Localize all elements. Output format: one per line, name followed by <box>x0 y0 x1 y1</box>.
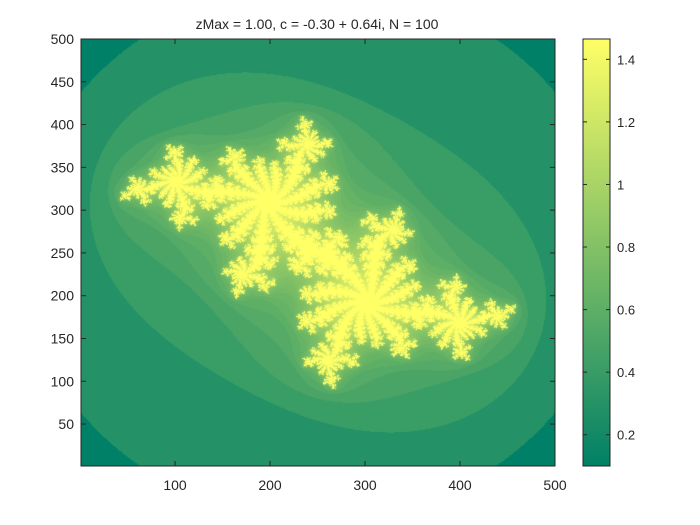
colorbar-tick-label: 0.2 <box>617 428 635 443</box>
x-tick-label: 300 <box>353 477 377 493</box>
colorbar-tick-label: 0.6 <box>617 303 635 318</box>
x-tick-label: 100 <box>163 477 187 493</box>
x-tick-label: 400 <box>448 477 472 493</box>
y-tick-label: 250 <box>51 245 75 261</box>
x-axis: 100 200 300 400 500 <box>163 39 567 493</box>
y-tick-label: 500 <box>51 31 75 47</box>
colorbar-ticks: 0.2 0.4 0.6 0.8 1 1.2 1.4 <box>583 52 635 443</box>
colorbar-gradient <box>583 39 610 466</box>
plot-area: 100 200 300 400 500 50 100 150 200 250 300 350 400 4… <box>51 31 567 493</box>
colorbar-box <box>582 38 611 467</box>
y-axis: 50 100 150 200 250 300 350 400 450 500 <box>51 31 555 432</box>
y-tick-label: 350 <box>51 159 75 175</box>
y-tick-label: 400 <box>51 117 75 133</box>
y-tick-label: 300 <box>51 202 75 218</box>
y-tick-label: 450 <box>51 74 75 90</box>
x-tick-label: 500 <box>543 477 567 493</box>
y-tick-label: 50 <box>58 416 74 432</box>
y-tick-label: 200 <box>51 288 75 304</box>
colorbar-tick-label: 0.4 <box>617 365 635 380</box>
x-tick-label: 200 <box>258 477 282 493</box>
colorbar-tick-label: 1.4 <box>617 52 635 67</box>
colorbar-tick-label: 1 <box>617 177 624 192</box>
y-tick-label: 150 <box>51 330 75 346</box>
julia-set-heatmap <box>81 39 555 466</box>
colorbar-tick-label: 0.8 <box>617 240 635 255</box>
colorbar: 0.2 0.4 0.6 0.8 1 1.2 1.4 <box>582 38 635 467</box>
chart-title: zMax = 1.00, c = -0.30 + 0.64i, N = 100 <box>196 16 439 32</box>
colorbar-tick-label: 1.2 <box>617 115 635 130</box>
y-tick-label: 100 <box>51 373 75 389</box>
heatmap-image-wrapper <box>81 39 555 466</box>
